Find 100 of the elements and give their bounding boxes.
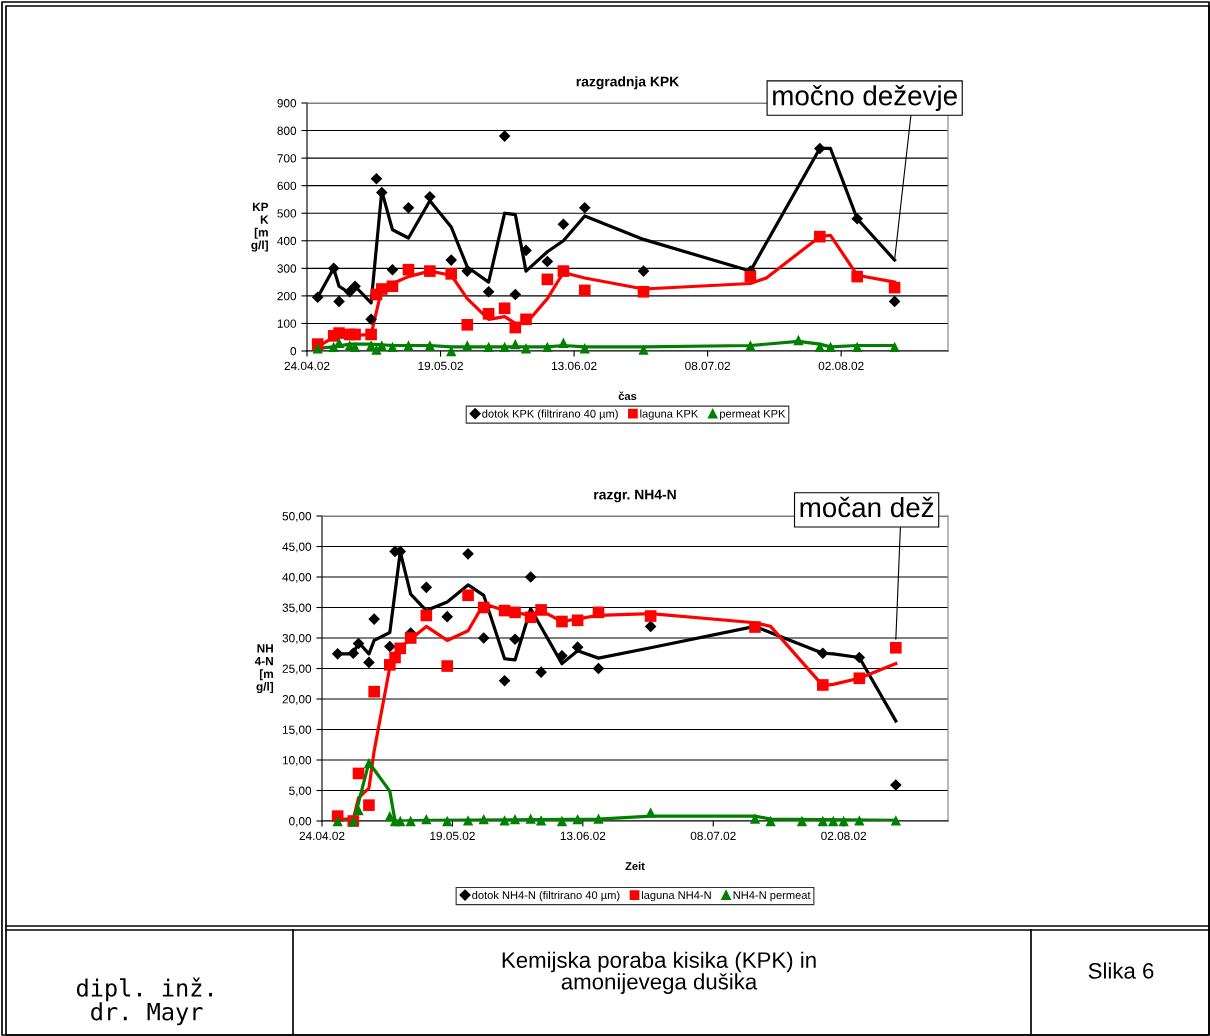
y-tick-label: 700	[277, 154, 297, 163]
point	[387, 341, 398, 353]
point	[541, 255, 554, 268]
point	[498, 674, 511, 687]
text: Slika 6	[1088, 962, 1154, 979]
point	[510, 338, 521, 350]
point	[363, 757, 375, 769]
x-tick-label: 08.07.02	[685, 361, 731, 371]
point	[524, 571, 537, 583]
y-tick-label: 5,00	[289, 786, 312, 797]
point	[394, 642, 407, 655]
point	[499, 815, 510, 826]
point	[331, 648, 344, 660]
chart-title: razgradnja KPK	[576, 76, 680, 90]
point	[535, 815, 547, 826]
point	[483, 341, 494, 353]
point	[852, 341, 863, 353]
point	[420, 581, 433, 594]
point	[838, 815, 849, 827]
point	[402, 201, 415, 214]
x-tick-label: 13.06.02	[560, 831, 606, 841]
point	[813, 230, 826, 243]
text: Kemijska poraba kisika (KPK) in amonijevega dušika	[502, 951, 816, 994]
point	[509, 288, 522, 301]
legend-label: permeat KPK	[720, 409, 786, 420]
point	[816, 647, 829, 660]
point	[644, 610, 657, 622]
legend-label: laguna NH4-N	[641, 890, 711, 902]
point	[405, 815, 416, 827]
point	[557, 265, 570, 277]
x-axis-title: čas	[618, 391, 637, 401]
point	[424, 265, 436, 277]
point	[592, 662, 605, 675]
point	[332, 815, 343, 827]
point	[349, 328, 361, 341]
point	[853, 672, 866, 685]
point	[370, 172, 383, 185]
point	[352, 637, 365, 650]
point	[541, 273, 554, 286]
point	[593, 813, 604, 824]
y-tick-label: 40,00	[282, 573, 312, 583]
x-axis-title: Zeit	[625, 861, 645, 871]
y-tick-label: 25,00	[282, 664, 312, 675]
point	[442, 815, 453, 827]
y-tick-label: 15,00	[282, 725, 312, 736]
x-tick-label: 13.06.02	[552, 361, 597, 371]
point	[441, 610, 454, 623]
point	[557, 218, 570, 231]
point	[386, 263, 399, 276]
point	[571, 641, 584, 653]
point	[637, 265, 650, 277]
y-tick-label: 45,00	[282, 542, 312, 553]
point	[498, 302, 511, 315]
point	[363, 656, 375, 669]
point	[395, 815, 406, 827]
point	[592, 606, 605, 619]
point	[851, 212, 863, 225]
point	[853, 651, 866, 664]
point	[889, 341, 900, 353]
point	[816, 679, 829, 691]
point	[478, 814, 489, 825]
point	[645, 807, 656, 818]
x-tick-label: 24.04.02	[299, 831, 345, 841]
point	[482, 285, 495, 298]
point	[535, 666, 547, 678]
point	[638, 344, 649, 355]
point	[402, 263, 415, 276]
point	[312, 343, 323, 354]
point	[462, 340, 473, 351]
point	[441, 660, 454, 672]
y-tick-label: 0	[290, 347, 297, 356]
point	[421, 814, 432, 825]
point	[333, 295, 345, 308]
point	[542, 341, 553, 353]
point	[375, 283, 388, 295]
point	[499, 341, 510, 353]
point	[535, 604, 547, 616]
point	[888, 281, 901, 294]
annotation: močno deževje	[773, 85, 957, 112]
legend-label: dotok NH4-N (filtrirano 40 µm)	[472, 890, 620, 902]
y-axis-title: NH 4-N [m g/l]	[254, 644, 274, 694]
text: dipl. inž. dr. Mayr	[76, 977, 213, 1026]
point	[578, 201, 591, 214]
legend-label: dotok KPK (filtrirano 40 µm)	[482, 409, 618, 420]
point	[462, 815, 474, 826]
y-tick-label: 20,00	[282, 695, 312, 705]
chart-title: razgr. NH4-N	[594, 489, 676, 503]
point	[851, 270, 863, 283]
point	[404, 632, 417, 644]
point	[765, 815, 776, 827]
point	[347, 647, 360, 660]
point	[349, 280, 361, 293]
x-tick-label: 19.05.02	[430, 831, 475, 841]
point	[793, 334, 804, 346]
y-tick-label: 10,00	[282, 756, 312, 766]
point	[814, 341, 825, 353]
y-tick-label: 200	[277, 291, 297, 301]
point	[461, 319, 474, 331]
point	[524, 611, 537, 624]
point	[477, 601, 490, 614]
